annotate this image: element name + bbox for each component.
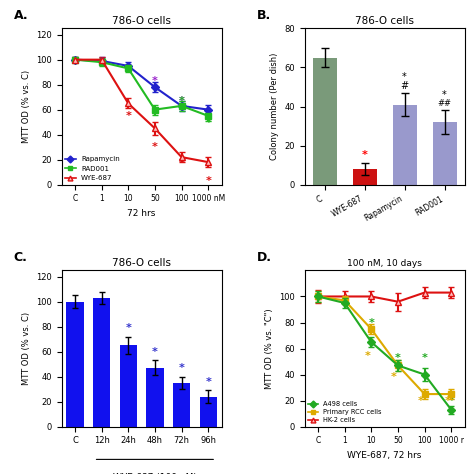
Text: *: * [179, 158, 184, 168]
Y-axis label: Colony number (Per dish): Colony number (Per dish) [270, 53, 279, 160]
Text: B.: B. [257, 9, 271, 22]
Bar [173, 383, 190, 427]
Text: *: * [421, 353, 428, 363]
Bar [353, 169, 376, 184]
Text: *: * [205, 118, 211, 128]
Text: *: * [395, 353, 401, 363]
Bar [200, 397, 217, 427]
Text: *: * [125, 323, 131, 333]
Text: *: * [365, 351, 370, 361]
Text: *: * [205, 377, 211, 387]
Y-axis label: MTT OD (% vs. C): MTT OD (% vs. C) [22, 70, 31, 143]
Text: A.: A. [14, 9, 28, 22]
Text: *: * [179, 96, 184, 106]
Text: *: * [205, 112, 211, 122]
Text: *: * [391, 372, 397, 382]
Title: 100 nM, 10 days: 100 nM, 10 days [347, 259, 422, 268]
Text: *: * [205, 176, 211, 186]
Text: *: * [362, 150, 367, 160]
Y-axis label: MTT OD (% vs. C): MTT OD (% vs. C) [22, 312, 31, 385]
Text: C.: C. [14, 251, 27, 264]
Text: *: * [448, 396, 454, 406]
Legend: A498 cells, Primary RCC cells, HK-2 cells: A498 cells, Primary RCC cells, HK-2 cell… [308, 401, 382, 423]
Legend: Rapamycin, RAD001, WYE-687: Rapamycin, RAD001, WYE-687 [65, 156, 120, 181]
Title: 786-O cells: 786-O cells [112, 16, 171, 26]
Text: #: # [401, 81, 409, 91]
Bar [392, 105, 417, 184]
Bar [66, 301, 83, 427]
Bar [119, 346, 137, 427]
X-axis label: WYE-687, 72 hrs: WYE-687, 72 hrs [347, 451, 422, 460]
Text: *: * [152, 142, 158, 152]
Title: 786-O cells: 786-O cells [112, 258, 171, 268]
Text: *: * [179, 96, 184, 106]
Bar [313, 58, 337, 184]
Text: *: * [442, 90, 447, 100]
Text: *: * [368, 318, 374, 328]
X-axis label: 72 hrs: 72 hrs [128, 209, 156, 218]
Text: *: * [179, 363, 184, 373]
Text: *: * [125, 111, 131, 121]
Text: *: * [418, 396, 423, 406]
Title: 786-O cells: 786-O cells [355, 16, 414, 26]
Text: *: * [152, 346, 158, 356]
Text: *: * [152, 76, 158, 86]
Bar [433, 122, 456, 184]
Text: *: * [402, 72, 407, 82]
Text: *: * [444, 396, 450, 406]
Bar [93, 298, 110, 427]
Text: D.: D. [257, 251, 272, 264]
Bar [146, 368, 164, 427]
Text: ##: ## [438, 100, 452, 109]
Y-axis label: MTT OD (% vs. "C"): MTT OD (% vs. "C") [264, 308, 273, 389]
